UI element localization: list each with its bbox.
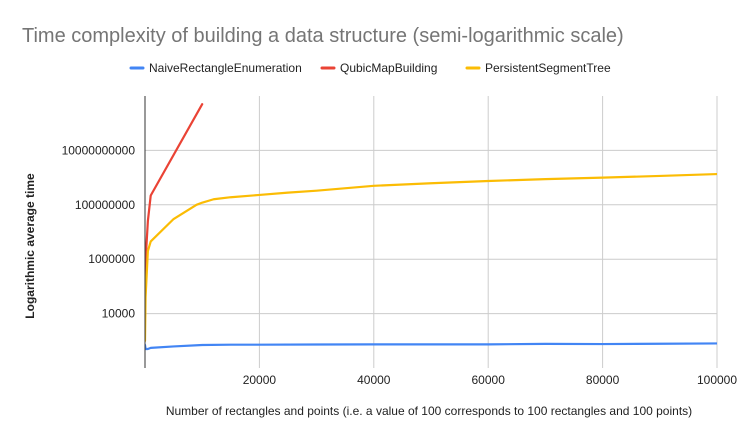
x-tick-label: 20000 — [243, 373, 277, 387]
y-tick-label: 10000000000 — [62, 143, 136, 157]
legend-item-qubic-map-building: QubicMapBuilding — [320, 61, 437, 75]
x-axis-title: Number of rectangles and points (i.e. a … — [166, 404, 692, 418]
y-tick-label: 10000 — [102, 307, 136, 321]
series-line-naive-rectangle-enumeration — [145, 342, 717, 351]
legend-label: QubicMapBuilding — [340, 61, 437, 75]
x-tick-label: 60000 — [472, 373, 506, 387]
y-axis-title: Logarithmic average time — [23, 173, 37, 319]
x-tick-label: 40000 — [357, 373, 391, 387]
gridlines — [145, 96, 718, 368]
chart-title: Time complexity of building a data struc… — [22, 25, 624, 47]
y-tick-label: 100000000 — [75, 198, 135, 212]
x-tick-label: 80000 — [586, 373, 620, 387]
x-axis-tick-labels: 20000 40000 60000 80000 100000 — [243, 373, 738, 387]
legend: NaiveRectangleEnumeration QubicMapBuildin… — [129, 61, 611, 75]
legend-label: NaiveRectangleEnumeration — [149, 61, 302, 75]
x-tick-label: 100000 — [697, 373, 737, 387]
y-axis-tick-labels: 10000 1000000 100000000 10000000000 — [62, 143, 136, 320]
legend-label: PersistentSegmentTree — [485, 61, 611, 75]
y-tick-label: 1000000 — [88, 252, 135, 266]
series-line-persistent-segment-tree — [145, 172, 717, 342]
legend-item-naive-rectangle-enumeration: NaiveRectangleEnumeration — [129, 61, 302, 75]
legend-item-persistent-segment-tree: PersistentSegmentTree — [465, 61, 611, 75]
